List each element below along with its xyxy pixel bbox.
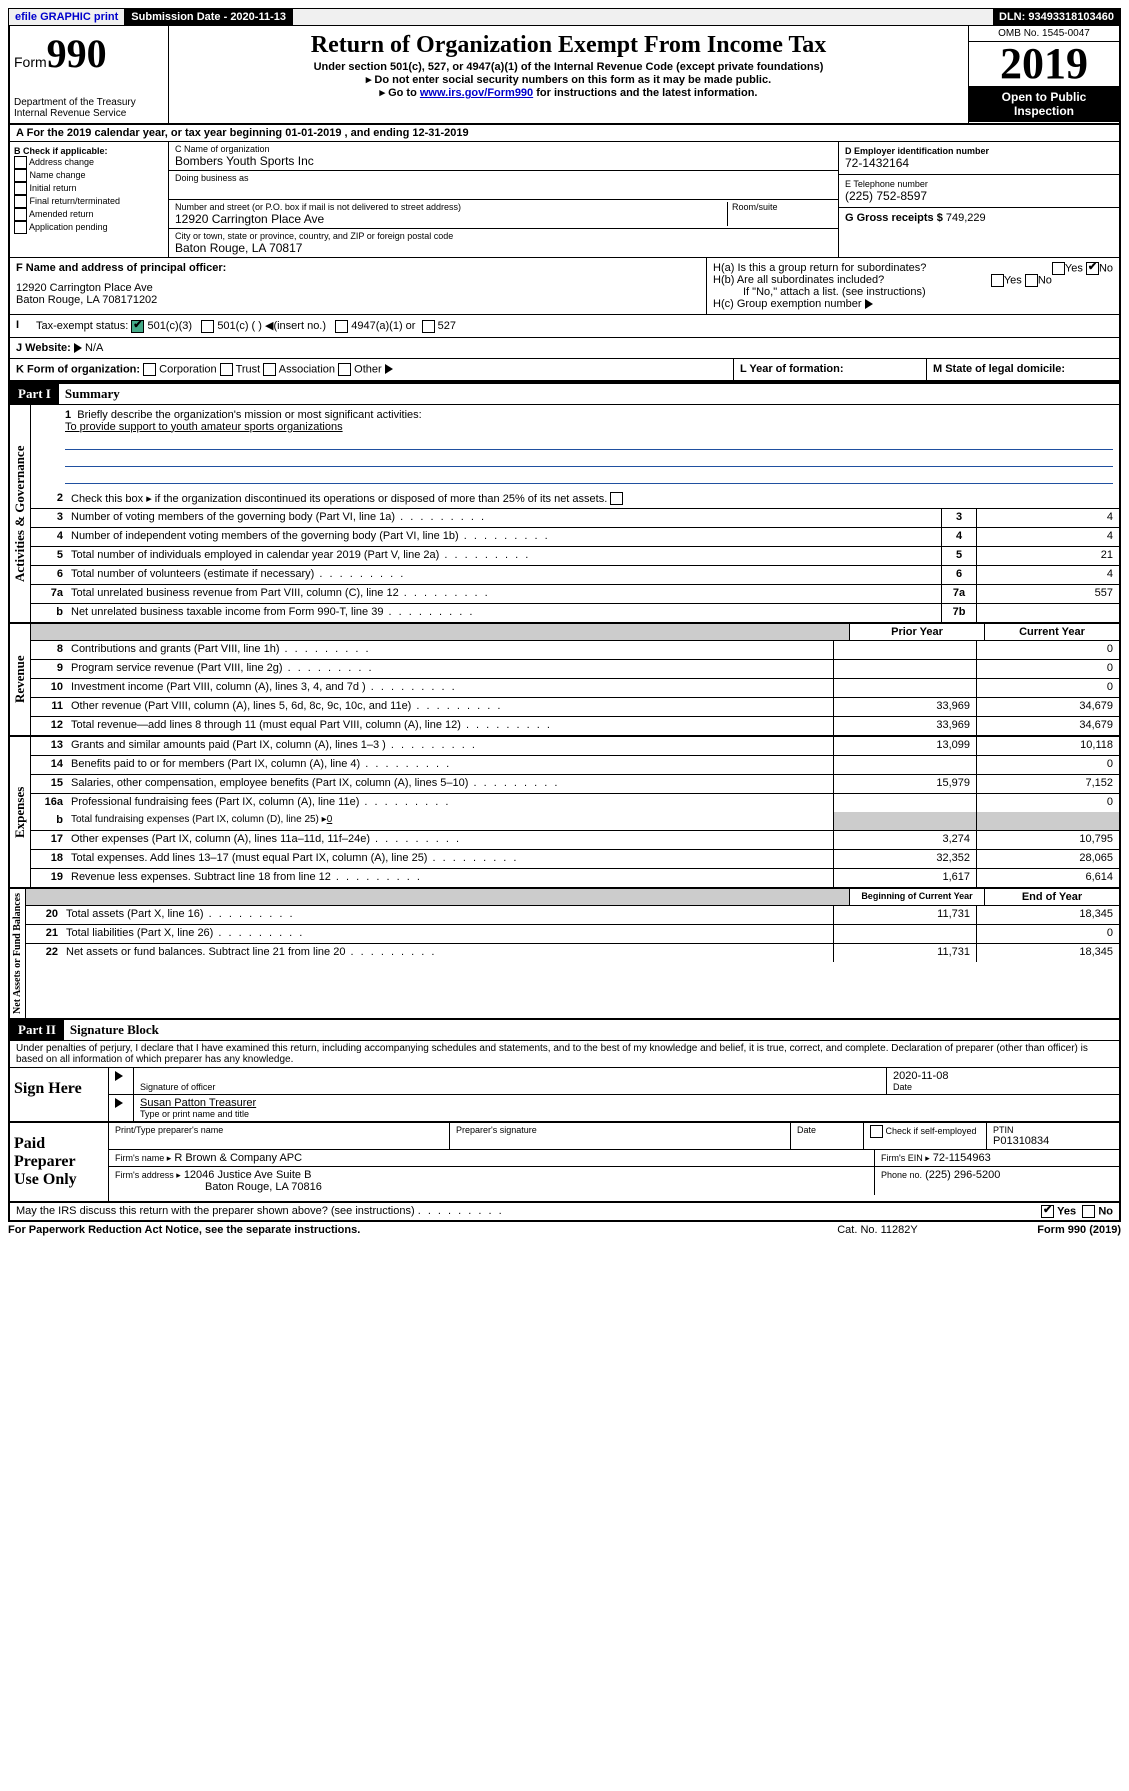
checkbox-app-pending[interactable] bbox=[14, 221, 27, 234]
checkbox-amended[interactable] bbox=[14, 208, 27, 221]
box-c: C Name of organization Bombers Youth Spo… bbox=[169, 142, 838, 257]
box-i-label: I bbox=[16, 319, 36, 333]
cb-trust[interactable] bbox=[220, 363, 233, 376]
discuss-no[interactable] bbox=[1082, 1205, 1095, 1218]
box-f: F Name and address of principal officer:… bbox=[10, 258, 706, 314]
table-row: 12Total revenue—add lines 8 through 11 (… bbox=[31, 717, 1119, 735]
cb-4947[interactable] bbox=[335, 320, 348, 333]
col-prior: Prior Year bbox=[849, 624, 984, 640]
checkbox-address-change[interactable] bbox=[14, 156, 27, 169]
perjury-text: Under penalties of perjury, I declare th… bbox=[8, 1041, 1121, 1067]
tax-exempt-status: Tax-exempt status: 501(c)(3) 501(c) ( ) … bbox=[36, 319, 456, 333]
paperwork-notice: For Paperwork Reduction Act Notice, see … bbox=[8, 1224, 837, 1236]
col-current: Current Year bbox=[984, 624, 1119, 640]
table-row: 3Number of voting members of the governi… bbox=[31, 509, 1119, 528]
cb-other[interactable] bbox=[338, 363, 351, 376]
year-box: OMB No. 1545-0047 2019 Open to Public In… bbox=[968, 26, 1119, 123]
form-title: Return of Organization Exempt From Incom… bbox=[173, 32, 964, 59]
table-row: 20Total assets (Part X, line 16)11,73118… bbox=[26, 906, 1119, 925]
col-begin: Beginning of Current Year bbox=[849, 889, 984, 905]
table-row: 21Total liabilities (Part X, line 26)0 bbox=[26, 925, 1119, 944]
box-m: M State of legal domicile: bbox=[926, 359, 1119, 380]
top-bar: efile GRAPHIC print Submission Date - 20… bbox=[8, 8, 1121, 26]
efile-link[interactable]: efile GRAPHIC print bbox=[9, 9, 125, 25]
table-row: 19Revenue less expenses. Subtract line 1… bbox=[31, 869, 1119, 887]
cb-501c[interactable] bbox=[201, 320, 214, 333]
cb-corp[interactable] bbox=[143, 363, 156, 376]
box-deg: D Employer identification number 72-1432… bbox=[838, 142, 1119, 257]
table-row: bNet unrelated business taxable income f… bbox=[31, 604, 1119, 622]
sign-here-label: Sign Here bbox=[10, 1068, 108, 1121]
form-title-box: Return of Organization Exempt From Incom… bbox=[169, 26, 968, 123]
box-b: B Check if applicable: Address change Na… bbox=[10, 142, 169, 257]
instructions-link[interactable]: www.irs.gov/Form990 bbox=[420, 87, 533, 99]
table-row: 6Total number of volunteers (estimate if… bbox=[31, 566, 1119, 585]
mission-text: To provide support to youth amateur spor… bbox=[65, 421, 343, 433]
tax-year-row: A For the 2019 calendar year, or tax yea… bbox=[8, 125, 1121, 142]
table-row: 22Net assets or fund balances. Subtract … bbox=[26, 944, 1119, 962]
table-row: 16aProfessional fundraising fees (Part I… bbox=[31, 794, 1119, 812]
part1-header: Part I bbox=[10, 384, 59, 404]
discuss-row: May the IRS discuss this return with the… bbox=[8, 1203, 1121, 1222]
website-row: J Website: N/A bbox=[16, 342, 103, 354]
table-row: 10Investment income (Part VIII, column (… bbox=[31, 679, 1119, 698]
cb-assoc[interactable] bbox=[263, 363, 276, 376]
box-h: H(a) Is this a group return for subordin… bbox=[706, 258, 1119, 314]
net-label: Net Assets or Fund Balances bbox=[10, 889, 26, 1018]
cb-527[interactable] bbox=[422, 320, 435, 333]
ha-yes[interactable] bbox=[1052, 262, 1065, 275]
table-row: 8Contributions and grants (Part VIII, li… bbox=[31, 641, 1119, 660]
discuss-yes[interactable] bbox=[1041, 1205, 1054, 1218]
expenses-label: Expenses bbox=[10, 737, 31, 887]
table-row: 11Other revenue (Part VIII, column (A), … bbox=[31, 698, 1119, 717]
preparer-label: Paid Preparer Use Only bbox=[10, 1123, 108, 1201]
submission-date: Submission Date - 2020-11-13 bbox=[125, 9, 293, 25]
cb-self-employed[interactable] bbox=[870, 1125, 883, 1138]
governance-label: Activities & Governance bbox=[10, 405, 31, 622]
box-l: L Year of formation: bbox=[733, 359, 926, 380]
table-row: 15Salaries, other compensation, employee… bbox=[31, 775, 1119, 794]
cb-discontinued[interactable] bbox=[610, 492, 623, 505]
checkbox-name-change[interactable] bbox=[14, 169, 27, 182]
table-row: 7aTotal unrelated business revenue from … bbox=[31, 585, 1119, 604]
box-k: K Form of organization: Corporation Trus… bbox=[10, 359, 733, 380]
checkbox-initial-return[interactable] bbox=[14, 182, 27, 195]
hb-yes[interactable] bbox=[991, 274, 1004, 287]
table-row: 14Benefits paid to or for members (Part … bbox=[31, 756, 1119, 775]
cat-no: Cat. No. 11282Y bbox=[837, 1224, 1037, 1236]
col-end: End of Year bbox=[984, 889, 1119, 905]
table-row: 18Total expenses. Add lines 13–17 (must … bbox=[31, 850, 1119, 869]
form-id-box: Form990 Department of the Treasury Inter… bbox=[10, 26, 169, 123]
ha-no[interactable] bbox=[1086, 262, 1099, 275]
hb-no[interactable] bbox=[1025, 274, 1038, 287]
revenue-label: Revenue bbox=[10, 624, 31, 735]
table-row: 5Total number of individuals employed in… bbox=[31, 547, 1119, 566]
part2-title: Signature Block bbox=[64, 1022, 159, 1038]
arrow-icon bbox=[865, 299, 873, 309]
table-row: 4Number of independent voting members of… bbox=[31, 528, 1119, 547]
table-row: 9Program service revenue (Part VIII, lin… bbox=[31, 660, 1119, 679]
table-row: 17Other expenses (Part IX, column (A), l… bbox=[31, 831, 1119, 850]
checkbox-final-return[interactable] bbox=[14, 195, 27, 208]
form-footer: Form 990 (2019) bbox=[1037, 1224, 1121, 1236]
part1-title: Summary bbox=[59, 386, 120, 402]
cb-501c3[interactable] bbox=[131, 320, 144, 333]
table-row: 13Grants and similar amounts paid (Part … bbox=[31, 737, 1119, 756]
dln: DLN: 93493318103460 bbox=[993, 9, 1120, 25]
part2-header: Part II bbox=[10, 1020, 64, 1040]
